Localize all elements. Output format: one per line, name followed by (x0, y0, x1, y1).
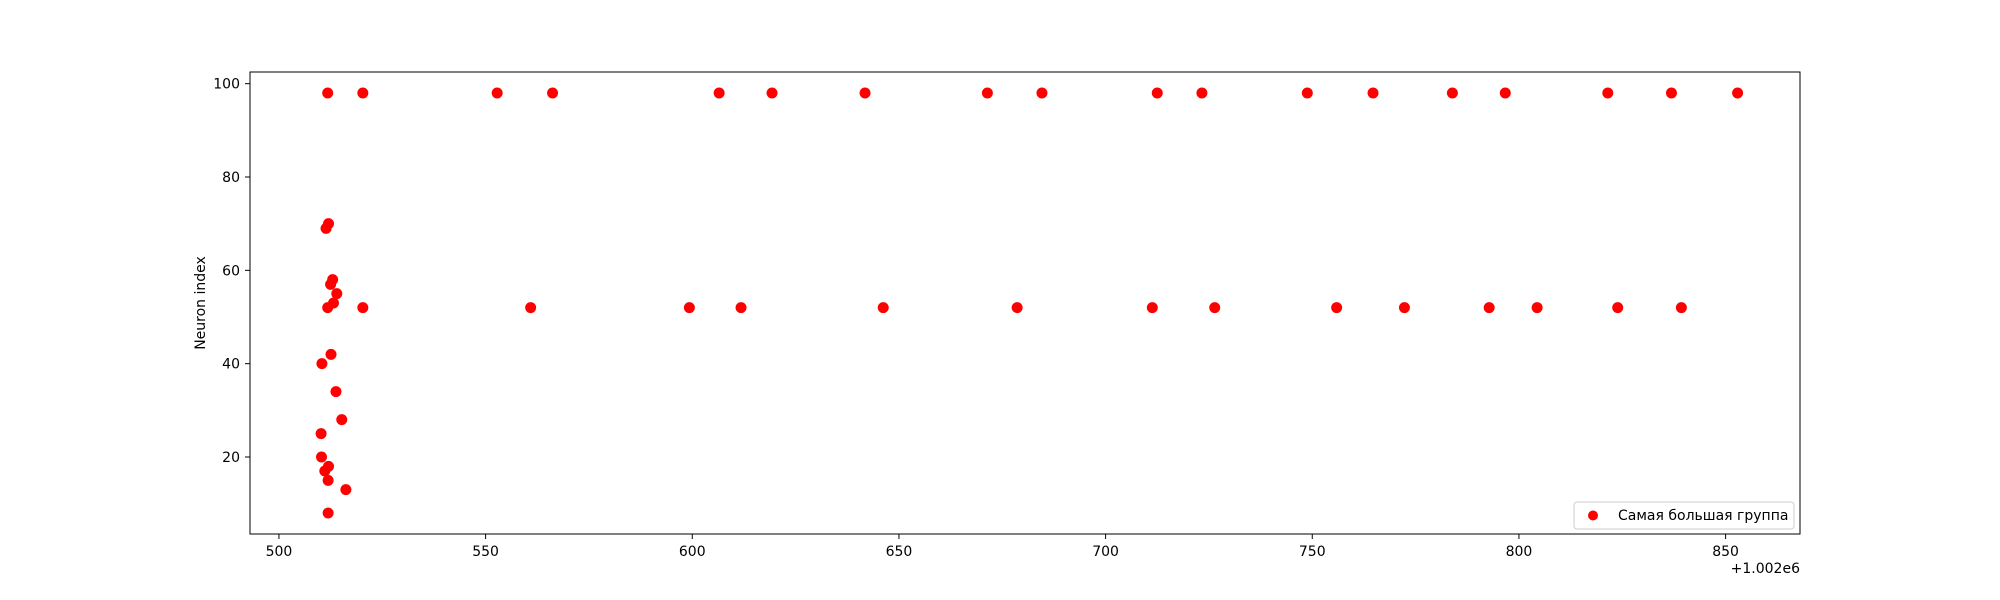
data-point (322, 474, 334, 486)
data-point (1011, 302, 1023, 314)
data-point (330, 386, 342, 398)
data-point (340, 484, 352, 496)
data-point (316, 358, 328, 370)
data-point (1331, 302, 1343, 314)
data-point (1209, 302, 1221, 314)
x-tick-label: 550 (472, 544, 499, 560)
data-points (315, 87, 1744, 519)
data-point (859, 87, 871, 99)
legend-marker (1588, 510, 1598, 521)
data-point (322, 302, 334, 314)
data-point (525, 302, 537, 314)
data-point (1151, 87, 1163, 99)
y-tick-label: 100 (213, 77, 240, 93)
y-tick-label: 80 (222, 170, 240, 186)
data-point (319, 465, 331, 477)
data-point (877, 302, 889, 314)
data-point (316, 451, 328, 463)
data-point (331, 288, 343, 300)
x-axis-ticks: 500 550 600 650 700 750 800 850 (266, 534, 1739, 560)
data-point (1036, 87, 1048, 99)
data-point (315, 428, 327, 440)
x-tick-label: 650 (886, 544, 913, 560)
data-point (735, 302, 747, 314)
data-point (713, 87, 725, 99)
data-point (357, 302, 369, 314)
data-point (323, 218, 335, 230)
data-point (1612, 302, 1624, 314)
x-tick-label: 600 (679, 544, 706, 560)
data-point (1499, 87, 1511, 99)
y-axis-ticks: 20 40 60 80 100 (213, 77, 250, 466)
data-point (981, 87, 993, 99)
data-point (1602, 87, 1614, 99)
data-point (1483, 302, 1495, 314)
data-point (1675, 302, 1687, 314)
data-point (1531, 302, 1543, 314)
data-point (1196, 87, 1208, 99)
y-tick-label: 20 (222, 450, 240, 466)
data-point (1732, 87, 1744, 99)
data-point (357, 87, 369, 99)
data-point (1146, 302, 1158, 314)
legend-box (1573, 501, 1795, 530)
plot-area-frame (249, 71, 1801, 535)
x-tick-label: 800 (1506, 544, 1533, 560)
y-tick-label: 60 (222, 263, 240, 279)
data-point (683, 302, 695, 314)
x-tick-label: 750 (1299, 544, 1326, 560)
y-axis-label: Neuron index (193, 256, 209, 350)
data-point (322, 87, 334, 99)
x-offset-label: +1.002e6 (1731, 561, 1800, 577)
data-point (325, 348, 337, 360)
data-point (327, 274, 339, 286)
data-point (547, 87, 559, 99)
data-point (336, 414, 348, 426)
legend-entry-label: Самая большая группа (1618, 508, 1788, 524)
data-point (491, 87, 503, 99)
x-tick-label: 700 (1092, 544, 1119, 560)
y-tick-label: 40 (222, 357, 240, 373)
data-point (1446, 87, 1458, 99)
data-point (1367, 87, 1379, 99)
data-point (1398, 302, 1410, 314)
data-point (766, 87, 778, 99)
data-point (322, 507, 334, 519)
data-point (1301, 87, 1313, 99)
x-tick-label: 500 (266, 544, 293, 560)
x-tick-label: 850 (1712, 544, 1739, 560)
data-point (1665, 87, 1677, 99)
legend: Самая большая группа (1573, 501, 1795, 530)
